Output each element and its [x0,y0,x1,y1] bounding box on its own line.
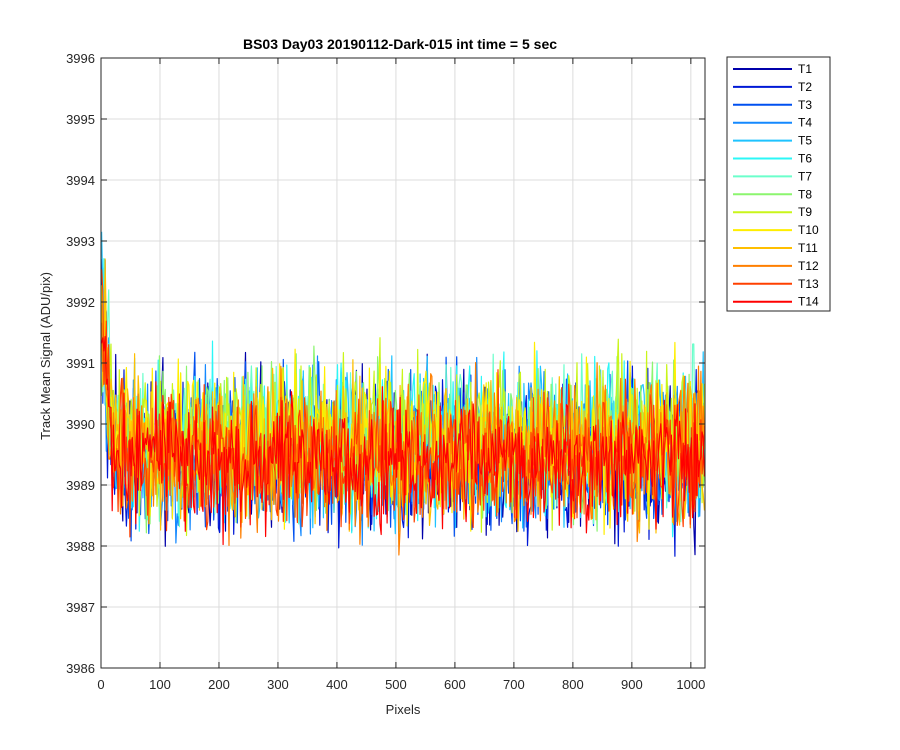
y-tick-label: 3990 [66,417,95,432]
y-tick-label: 3994 [66,173,95,188]
x-axis-label: Pixels [386,702,421,717]
y-tick-label: 3987 [66,600,95,615]
y-tick-label: 3989 [66,478,95,493]
x-tick-label: 0 [97,677,104,692]
y-tick-label: 3988 [66,539,95,554]
legend-label-t5: T5 [798,134,812,148]
y-tick-label: 3991 [66,356,95,371]
legend-label-t11: T11 [798,241,818,255]
legend-label-t14: T14 [798,295,819,309]
legend-label-t7: T7 [798,169,812,183]
x-tick-label: 500 [385,677,407,692]
legend-label-t13: T13 [798,277,819,291]
y-tick-label: 3992 [66,295,95,310]
y-axis-ticks: 3986 3987 3988 3989 3990 3991 3992 3993 3994 3995… [66,51,705,676]
legend-label-t2: T2 [798,80,812,94]
x-tick-label: 600 [444,677,466,692]
legend-label-t3: T3 [798,98,812,112]
x-tick-label: 400 [326,677,348,692]
legend-items: T1 T2 T3 T4 T5 T6 T7 T8 T9 T10 T11 T12 T13 T14 [733,62,819,309]
x-tick-label: 1000 [676,677,705,692]
x-tick-label: 200 [208,677,230,692]
x-tick-label: 100 [149,677,171,692]
x-tick-label: 700 [503,677,525,692]
legend-label-t4: T4 [798,116,812,130]
legend-label-t10: T10 [798,223,819,237]
legend-label-t6: T6 [798,152,812,166]
x-tick-label: 300 [267,677,289,692]
y-tick-label: 3995 [66,112,95,127]
legend-label-t8: T8 [798,187,812,201]
legend-label-t12: T12 [798,259,819,273]
y-tick-label: 3996 [66,51,95,66]
legend-label-t1: T1 [798,62,812,76]
chart-title: BS03 Day03 20190112-Dark-015 int time = … [243,36,557,52]
x-axis-ticks: 0 100 200 300 400 500 600 700 800 900 1000 [97,58,705,692]
series-lines [101,231,705,557]
legend-box [726,56,831,312]
y-axis-label: Track Mean Signal (ADU/pix) [38,272,53,440]
legend[interactable]: T1 T2 T3 T4 T5 T6 T7 T8 T9 T10 T11 T12 T13 T14 [726,56,831,312]
series-line-t14 [101,336,705,546]
y-tick-label: 3993 [66,234,95,249]
y-tick-label: 3986 [66,661,95,676]
legend-label-t9: T9 [798,205,812,219]
x-tick-label: 900 [621,677,643,692]
x-tick-label: 800 [562,677,584,692]
